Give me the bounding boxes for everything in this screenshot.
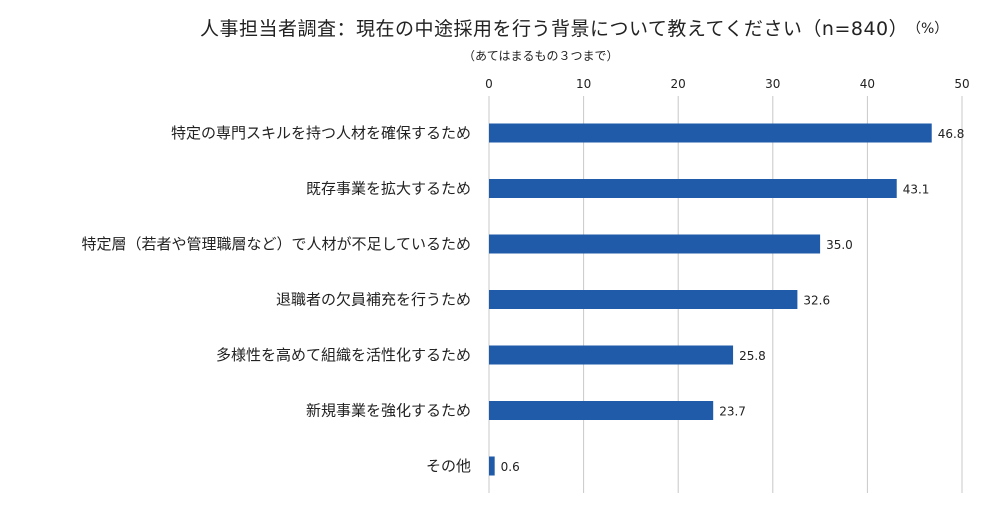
category-label: 既存事業を拡大するため bbox=[306, 180, 471, 198]
category-label: 新規事業を強化するため bbox=[306, 402, 471, 420]
bar bbox=[489, 345, 734, 365]
bar bbox=[489, 179, 897, 198]
category-label: 退職者の欠員補充を行うため bbox=[276, 291, 471, 309]
x-tick-label: 20 bbox=[671, 77, 686, 91]
bar bbox=[489, 290, 798, 309]
chart-subtitle: （あてはまるもの３つまで） bbox=[463, 49, 619, 63]
data-label: 0.6 bbox=[501, 460, 520, 474]
category-label: その他 bbox=[426, 457, 471, 475]
x-tick-label: 0 bbox=[485, 77, 493, 91]
category-label: 特定の専門スキルを持つ人材を確保するため bbox=[171, 124, 471, 142]
data-label: 32.6 bbox=[803, 294, 830, 308]
data-label: 25.8 bbox=[739, 349, 766, 363]
category-label: 特定層（若者や管理職層など）で人材が不足しているため bbox=[81, 235, 471, 253]
data-label: 43.1 bbox=[903, 183, 930, 197]
bar bbox=[489, 456, 495, 476]
x-tick-label: 30 bbox=[765, 77, 780, 91]
bar bbox=[489, 123, 932, 143]
bar bbox=[489, 401, 714, 420]
chart-title: 人事担当者調査：現在の中途採用を行う背景について教えてください（n=840） bbox=[200, 18, 909, 40]
x-tick-label: 10 bbox=[576, 77, 591, 91]
x-tick-label: 40 bbox=[860, 77, 875, 91]
data-label: 46.8 bbox=[938, 127, 965, 141]
chart-unit-label: （%） bbox=[907, 21, 949, 37]
bar bbox=[489, 234, 821, 254]
category-label: 多様性を高めて組織を活性化するため bbox=[216, 346, 471, 364]
data-label: 23.7 bbox=[719, 405, 746, 419]
data-label: 35.0 bbox=[826, 238, 853, 252]
x-tick-label: 50 bbox=[954, 77, 969, 91]
